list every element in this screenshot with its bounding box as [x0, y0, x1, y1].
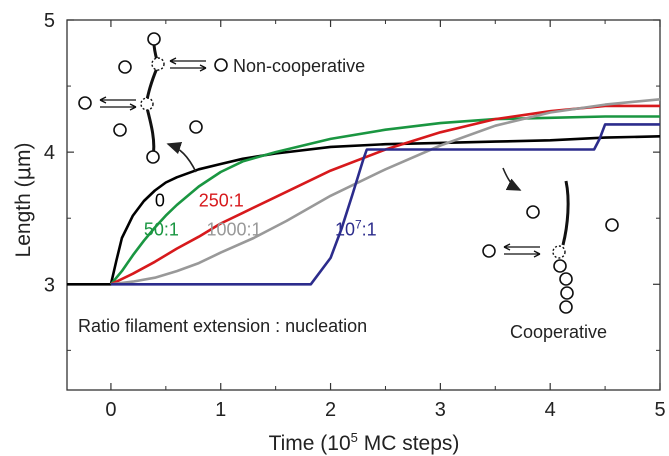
x-tick-label: 0 — [105, 399, 116, 421]
free-monomer-circle — [78, 96, 92, 110]
series-lines — [67, 98, 661, 286]
x-tick-label: 4 — [545, 399, 556, 421]
bound-monomer-circle — [560, 286, 574, 300]
y-tick-label: 3 — [44, 274, 55, 296]
bound-monomer-circle — [553, 259, 567, 273]
series-label: 250:1 — [199, 190, 244, 210]
free-monomer-circle — [214, 58, 228, 72]
pointer-arrow-icon — [166, 141, 197, 173]
free-monomer-circle — [113, 123, 127, 137]
y-axis-label: Length (μm) — [11, 143, 35, 258]
cooperative-illustration: Cooperative — [482, 167, 619, 342]
series-line-2 — [110, 104, 660, 286]
series-label: 0 — [155, 190, 165, 210]
nucleation-site-dotted — [151, 57, 165, 71]
free-monomer-circle — [605, 218, 619, 232]
x-tick-label: 1 — [215, 399, 226, 421]
series-label: 50:1 — [144, 219, 179, 239]
ratio-annotation: Ratio filament extension : nucleation — [78, 316, 367, 336]
series-label: 107:1 — [335, 217, 377, 239]
exchange-arrow-icon — [169, 57, 207, 72]
y-tick-label: 5 — [44, 10, 55, 32]
non-cooperative-illustration: Non-cooperative — [78, 32, 365, 173]
cooperative-label: Cooperative — [510, 322, 607, 342]
bound-monomer-circle — [559, 272, 573, 286]
series-line-4 — [110, 123, 660, 286]
free-monomer-circle — [526, 205, 540, 219]
monomer-circle — [146, 150, 160, 164]
nucleation-site-dotted — [140, 97, 154, 111]
free-monomer-circle — [189, 120, 203, 134]
series-labels: 0 50:1 250:1 1000:1 107:1 — [144, 190, 377, 239]
axis-ticks — [67, 19, 661, 390]
exchange-arrow-icon — [99, 96, 137, 111]
plot-area-border — [66, 19, 661, 391]
free-monomer-circle — [118, 60, 132, 74]
series-label: 1000:1 — [206, 219, 261, 239]
x-axis-label: Time (105 MC steps) — [269, 430, 460, 455]
x-tick-label: 5 — [654, 399, 665, 421]
exchange-arrow-icon — [503, 243, 541, 258]
tick-labels: 0 1 2 3 4 5 3 4 5 — [44, 10, 666, 421]
non-cooperative-label: Non-cooperative — [233, 56, 365, 76]
monomer-circle — [147, 32, 161, 46]
nucleation-site-dotted — [552, 245, 566, 259]
series-line-1 — [109, 115, 660, 286]
filament-coop — [561, 180, 570, 246]
series-line-3 — [110, 98, 661, 286]
series-line-0 — [67, 135, 661, 286]
pointer-arrow-icon — [502, 167, 522, 191]
x-tick-label: 3 — [435, 399, 446, 421]
free-monomer-circle — [482, 244, 496, 258]
bound-monomer-circle — [559, 300, 573, 314]
y-tick-label: 4 — [44, 142, 55, 164]
x-tick-label: 2 — [325, 399, 336, 421]
plot-frame — [66, 19, 661, 391]
